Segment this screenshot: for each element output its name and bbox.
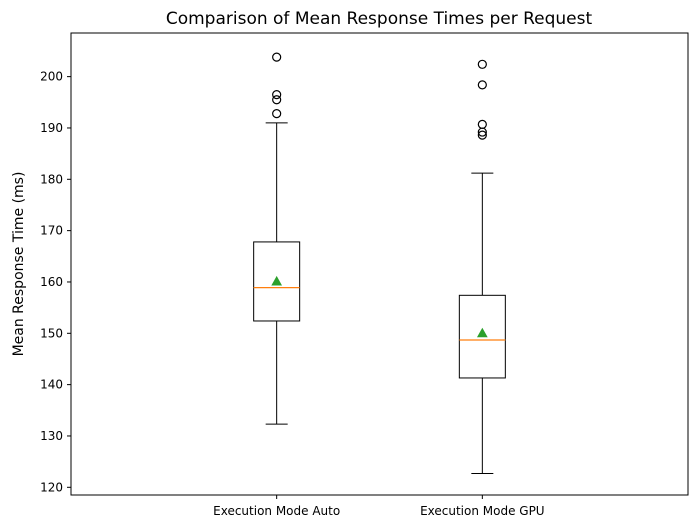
outlier-point xyxy=(272,95,282,105)
y-tick-label: 130 xyxy=(40,429,63,443)
y-tick-label: 180 xyxy=(40,172,63,186)
x-tick-label: Execution Mode Auto xyxy=(213,504,340,518)
y-tick-label: 190 xyxy=(40,121,63,135)
iqr-box xyxy=(458,294,506,379)
y-tick-label: 150 xyxy=(40,326,63,340)
mean-marker xyxy=(271,275,283,286)
plot-area: 120 130 140 150 160 170 180 190 200 Execution Mod… xyxy=(40,52,545,518)
outlier-point xyxy=(477,119,487,129)
outlier-point xyxy=(477,80,487,90)
y-tick-label: 120 xyxy=(40,480,63,494)
x-tick-label: Execution Mode GPU xyxy=(420,504,545,518)
iqr-box xyxy=(253,241,301,322)
outlier-point xyxy=(272,89,282,100)
mean-marker xyxy=(476,327,488,338)
outlier-point xyxy=(272,108,282,119)
y-axis-label: Mean Response Time (ms) xyxy=(11,172,27,357)
chart-title: Comparison of Mean Response Times per Re… xyxy=(166,9,593,29)
axes-frame xyxy=(70,32,689,496)
y-tick-label: 200 xyxy=(40,70,63,84)
y-tick-label: 160 xyxy=(40,275,63,289)
y-tick-label: 170 xyxy=(40,224,63,238)
outlier-point xyxy=(477,130,487,140)
y-tick-label: 140 xyxy=(40,378,63,392)
outlier-point xyxy=(477,59,487,69)
outlier-point xyxy=(272,52,282,62)
